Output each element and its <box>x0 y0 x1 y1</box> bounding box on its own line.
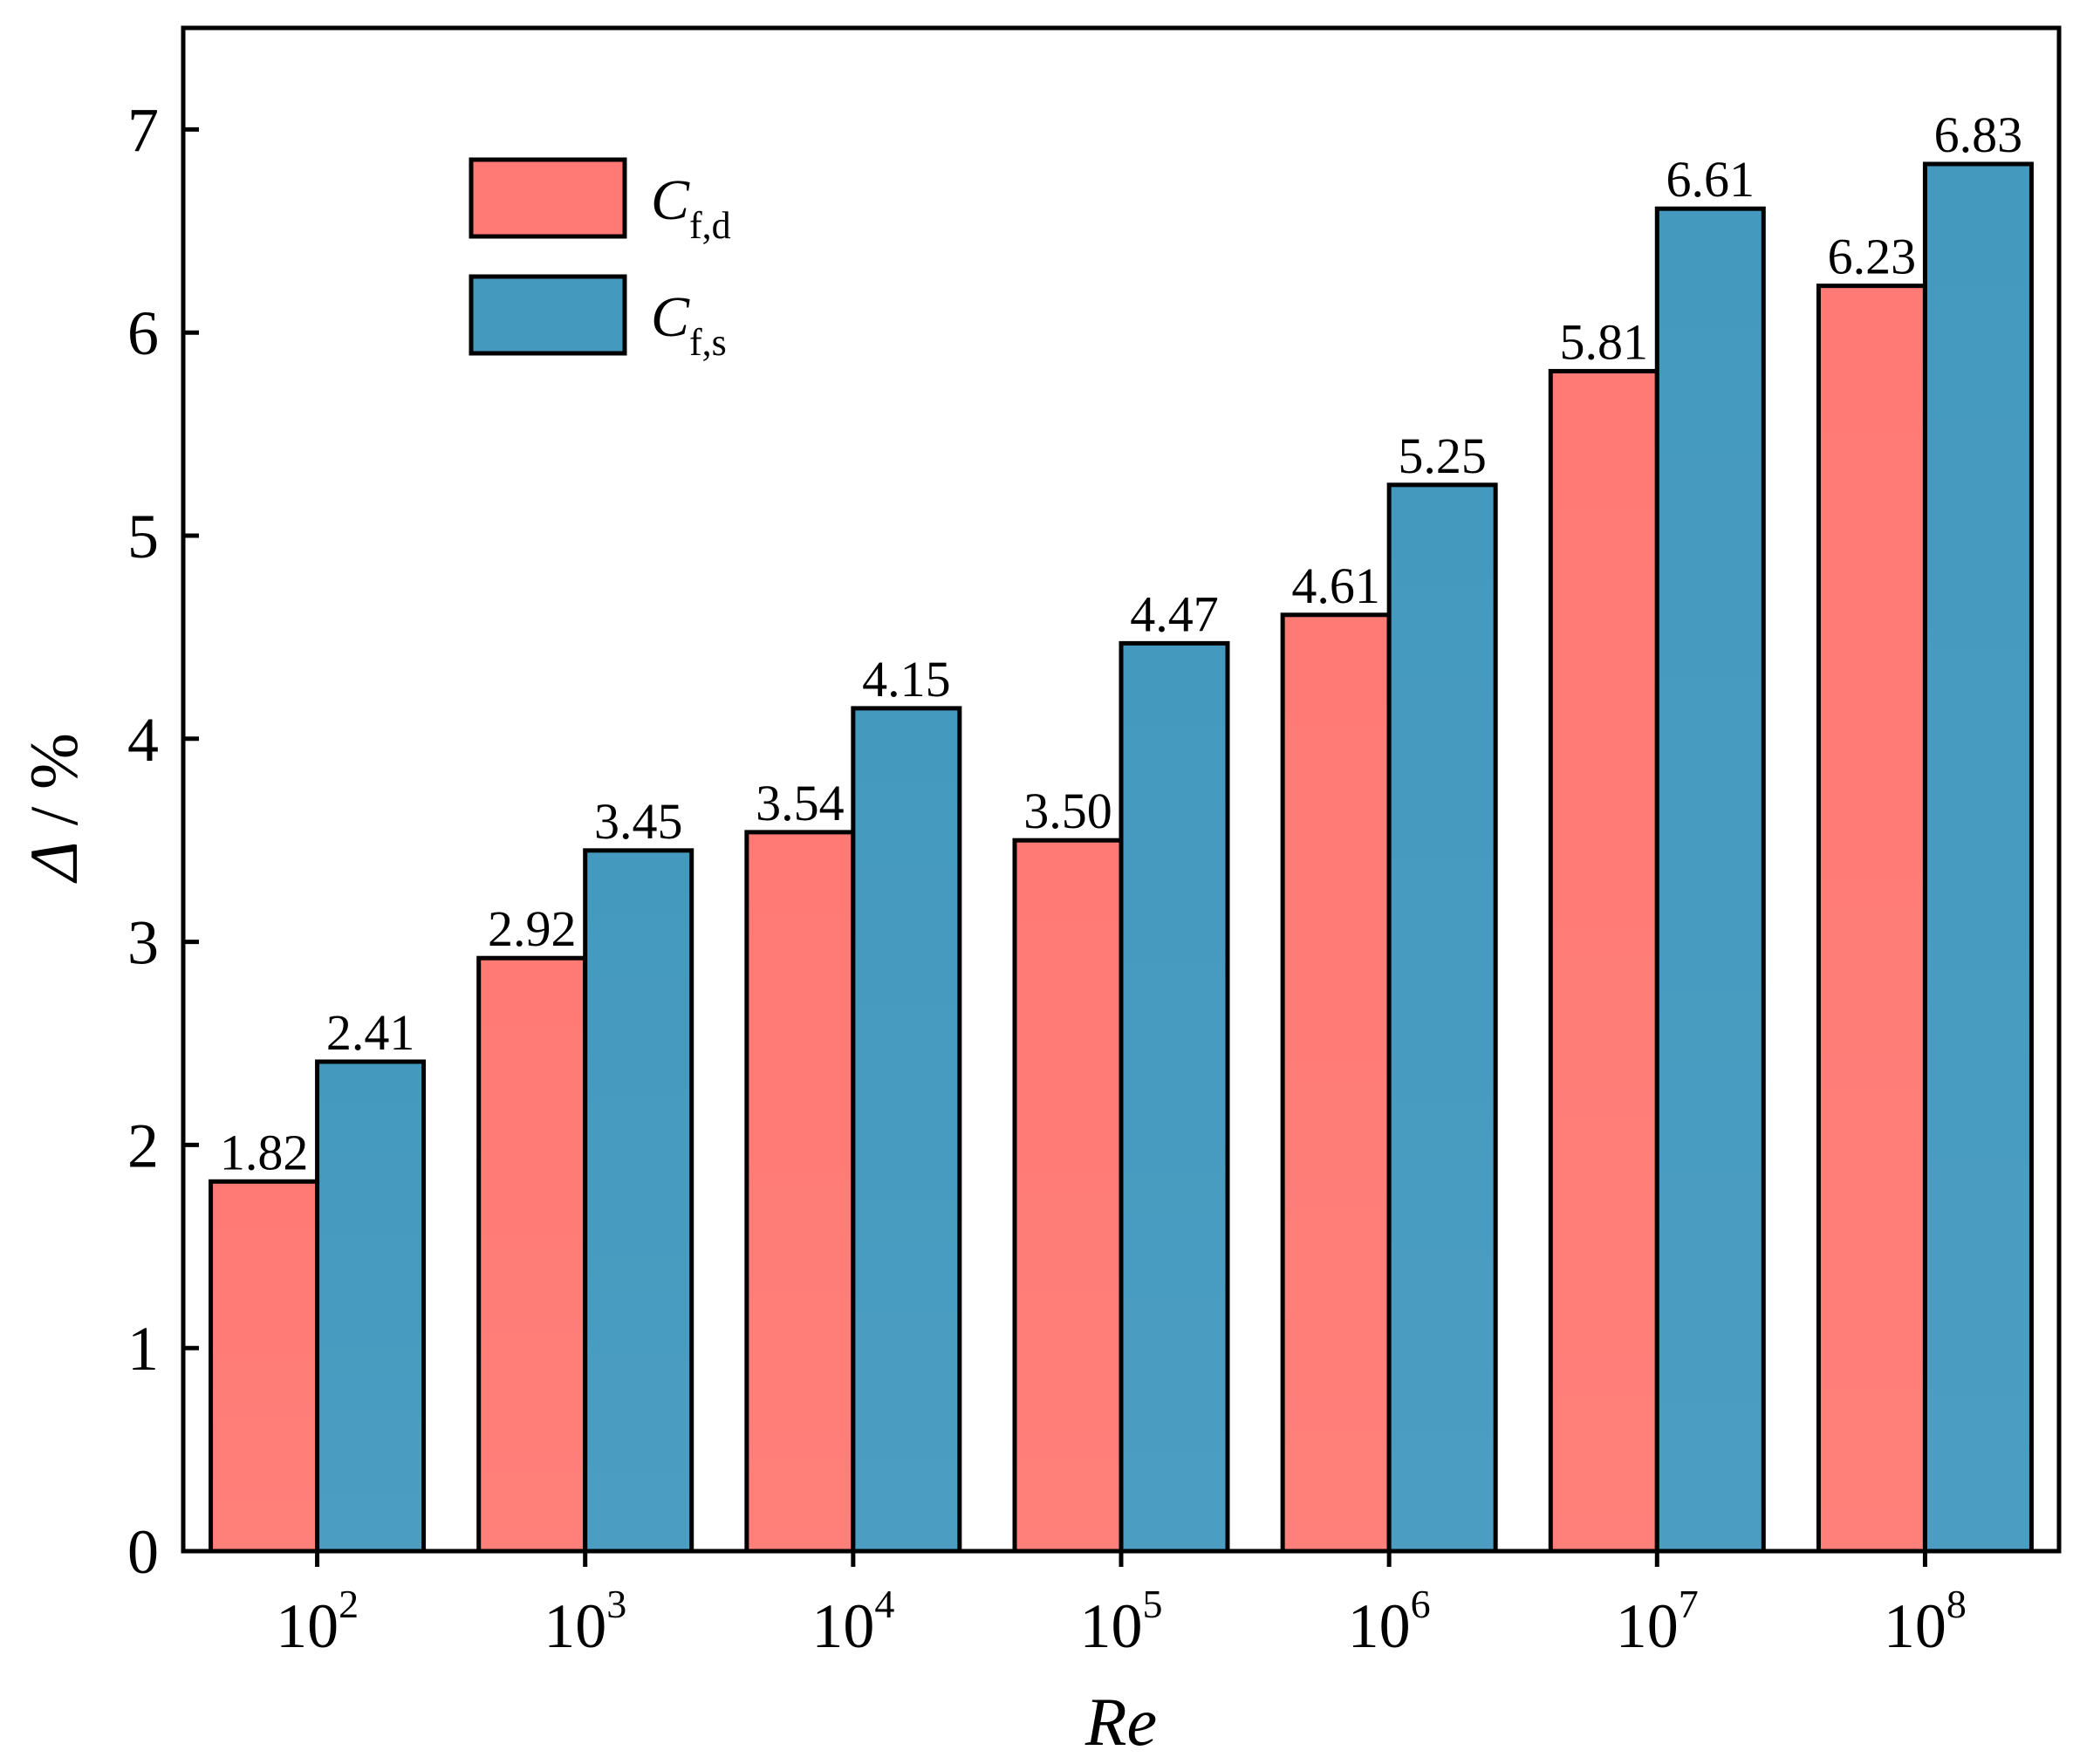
x-tick-label: 106 <box>1348 1582 1431 1661</box>
data-label-cfd-4: 4.61 <box>1291 557 1380 614</box>
x-tick-label: 105 <box>1080 1582 1163 1661</box>
y-tick-label: 0 <box>127 1517 159 1587</box>
y-axis-label-symbol: Δ <box>16 841 92 884</box>
legend-swatch-cfs <box>469 274 627 356</box>
x-tick-base: 10 <box>1884 1591 1946 1661</box>
legend-label-cfd: Cf,d <box>651 168 731 247</box>
data-labels-group: 1.82 2.41 2.92 3.45 3.54 4.15 3.50 4.47 4.61 5.25… <box>220 106 2022 1180</box>
x-tick-base: 10 <box>1348 1591 1411 1661</box>
legend-subscript: f,s <box>689 321 727 364</box>
bar-cfd-6 <box>1816 284 1927 1554</box>
legend-symbol: C <box>651 168 690 232</box>
bar-cfd-5 <box>1548 368 1659 1554</box>
data-label-cfd-1: 2.92 <box>488 900 577 957</box>
y-tick-label: 2 <box>127 1111 159 1180</box>
legend-swatch-cfd <box>469 157 627 239</box>
x-axis-label: Re <box>1084 1684 1157 1760</box>
x-tick-label: 108 <box>1884 1582 1967 1661</box>
bars-group <box>209 161 2034 1554</box>
y-tick-label: 3 <box>127 908 159 978</box>
y-tick-label: 1 <box>127 1314 159 1384</box>
data-label-cfs-5: 6.61 <box>1666 151 1755 208</box>
y-tick-label: 7 <box>127 95 159 165</box>
y-tick-label: 5 <box>127 502 159 571</box>
x-tick-exponent: 7 <box>1679 1582 1699 1626</box>
legend-subscript: f,d <box>689 204 731 247</box>
x-axis: 102 103 104 105 106 107 108 <box>276 1551 1967 1661</box>
data-label-cfs-2: 4.15 <box>862 651 951 708</box>
bar-cfd-3 <box>1012 838 1124 1554</box>
bar-cfd-2 <box>744 830 856 1554</box>
x-tick-exponent: 8 <box>1946 1582 1967 1626</box>
legend-label-cfs: Cf,s <box>651 285 727 364</box>
bar-cfd-0 <box>209 1179 320 1554</box>
y-axis: 0 1 2 3 4 5 6 7 <box>127 95 199 1587</box>
data-label-cfs-1: 3.45 <box>594 793 683 850</box>
bar-cfs-4 <box>1386 482 1498 1554</box>
bar-cfs-1 <box>583 848 694 1554</box>
x-tick-base: 10 <box>811 1591 874 1661</box>
x-tick-label: 107 <box>1616 1582 1699 1661</box>
x-tick-exponent: 3 <box>606 1582 626 1626</box>
x-tick-base: 10 <box>1080 1591 1143 1661</box>
x-tick-label: 102 <box>276 1582 359 1661</box>
data-label-cfd-5: 5.81 <box>1560 313 1649 370</box>
data-label-cfs-3: 4.47 <box>1130 585 1219 642</box>
x-tick-label: 103 <box>544 1582 626 1661</box>
x-tick-exponent: 6 <box>1411 1582 1431 1626</box>
x-tick-exponent: 2 <box>339 1582 359 1626</box>
y-tick-label: 6 <box>127 298 159 368</box>
data-label-cfs-4: 5.25 <box>1398 427 1487 484</box>
x-tick-label: 104 <box>811 1582 894 1661</box>
data-label-cfs-6: 6.83 <box>1934 106 2023 163</box>
data-label-cfd-2: 3.54 <box>756 775 845 831</box>
data-label-cfd-3: 3.50 <box>1023 783 1112 839</box>
x-tick-base: 10 <box>544 1591 606 1661</box>
bar-cfs-5 <box>1654 206 1766 1554</box>
bar-cfs-3 <box>1119 640 1230 1554</box>
bar-cfd-1 <box>476 955 588 1554</box>
bar-cfs-0 <box>315 1059 427 1554</box>
data-label-cfs-0: 2.41 <box>326 1004 415 1061</box>
data-label-cfd-6: 6.23 <box>1828 229 1917 285</box>
x-tick-base: 10 <box>1616 1591 1679 1661</box>
bar-cfs-6 <box>1922 161 2034 1554</box>
bar-cfd-4 <box>1280 612 1392 1554</box>
x-tick-base: 10 <box>276 1591 339 1661</box>
y-axis-label: Δ / % <box>16 733 92 884</box>
y-tick-label: 4 <box>127 705 159 775</box>
bar-cfs-2 <box>851 706 962 1554</box>
x-tick-exponent: 5 <box>1143 1582 1163 1626</box>
legend-symbol: C <box>651 285 690 349</box>
y-axis-label-unit: / % <box>16 733 92 825</box>
legend: Cf,dCf,s <box>469 157 731 364</box>
data-label-cfd-0: 1.82 <box>220 1124 309 1180</box>
x-tick-exponent: 4 <box>874 1582 894 1626</box>
